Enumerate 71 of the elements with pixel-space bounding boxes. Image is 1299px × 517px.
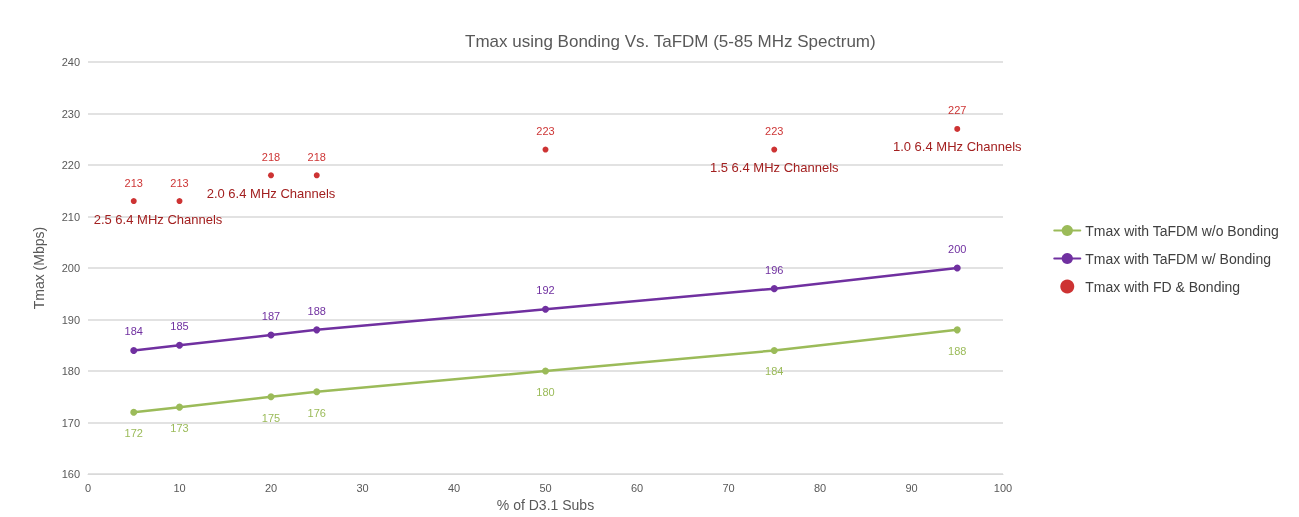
chart-title: Tmax using Bonding Vs. TaFDM (5-85 MHz Spectrum) [465,32,876,51]
y-tick-label: 210 [61,210,80,223]
point [313,172,320,179]
point [267,393,275,401]
point [542,367,549,375]
y-tick-label: 170 [61,416,80,429]
data-label: 175 [261,411,281,424]
x-tick-label: 60 [630,481,644,494]
point [953,326,961,334]
y-tick-label: 240 [61,56,80,68]
point [770,285,778,293]
point [130,346,138,354]
data-label: 223 [765,125,784,138]
point [953,264,961,272]
data-label: 196 [765,263,784,276]
legend-label: Tmax with TaFDM w/ Bonding [1085,250,1271,267]
data-label: 187 [261,310,281,323]
x-tick-label: 20 [264,481,278,494]
point [268,172,274,179]
data-label: 213 [170,176,189,189]
data-label: 192 [536,284,555,297]
x-tick-label: 80 [813,481,827,494]
data-label: 176 [307,406,326,419]
data-label: 180 [536,386,555,399]
x-axis-title: % of D3.1 Subs [496,497,595,513]
y-tick-label: 220 [61,159,80,172]
x-tick-label: 100 [993,481,1013,494]
data-label: 184 [765,365,784,378]
y-tick-label: 190 [61,313,80,326]
point [130,408,138,416]
data-label: 213 [124,176,143,189]
data-label: 223 [536,125,555,138]
legend-label: Tmax with TaFDM w/o Bonding [1085,222,1279,239]
y-tick-label: 180 [61,365,80,378]
data-label: 188 [307,304,326,317]
x-tick-label: 90 [905,481,918,494]
point [542,146,549,153]
legend-label: Tmax with FD & Bonding [1085,278,1241,295]
point [176,403,183,411]
annotation: 1.5 6.4 MHz Channels [709,160,840,176]
data-label: 200 [948,243,967,256]
annotation: 2.5 6.4 MHz Channels [93,211,223,227]
point [954,125,961,132]
y-axis-title: Tmax (Mbps) [31,226,47,310]
point [176,341,183,349]
x-tick-label: 30 [356,481,369,494]
point [770,346,778,354]
data-label: 173 [170,422,189,435]
y-tick-label: 230 [61,107,80,120]
x-tick-label: 70 [722,481,735,494]
y-tick-label: 160 [61,468,80,481]
data-label: 184 [124,325,143,338]
x-tick-label: 10 [173,481,186,494]
data-label: 218 [307,150,326,163]
point [313,388,321,396]
y-tick-label: 200 [61,262,80,275]
annotation: 2.0 6.4 MHz Channels [206,185,336,201]
data-label: 188 [948,344,967,357]
point [313,326,321,334]
x-tick-label: 0 [84,481,92,494]
point [771,146,778,153]
point [542,305,549,313]
x-tick-label: 50 [539,481,552,494]
data-label: 185 [170,320,189,333]
point [130,198,137,205]
point [176,198,183,205]
annotation: 1.0 6.4 MHz Channels [892,139,1023,155]
data-label: 227 [948,104,967,117]
x-tick-label: 40 [447,481,461,494]
data-label: 218 [261,150,281,163]
data-label: 172 [124,427,143,440]
